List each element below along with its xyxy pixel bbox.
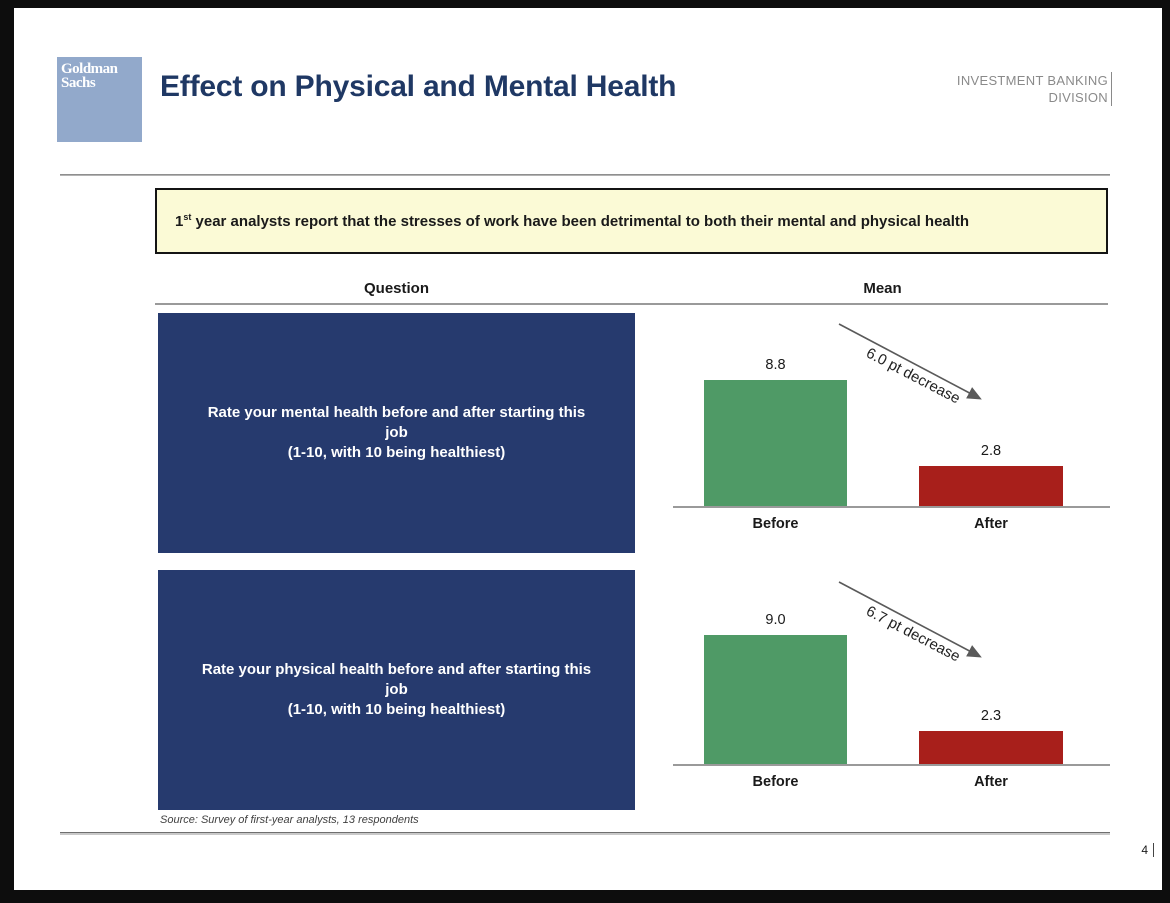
division-line-2: DIVISION bbox=[1049, 89, 1112, 106]
bar-after bbox=[919, 731, 1063, 764]
goldman-sachs-logo: Goldman Sachs bbox=[57, 57, 142, 142]
bar-group-before: 9.0 Before bbox=[704, 568, 847, 790]
bar-value-label: 2.3 bbox=[980, 708, 1002, 724]
bar-before bbox=[704, 635, 847, 764]
question-box-physical-health: Rate your physical health before and aft… bbox=[158, 570, 635, 810]
page-title: Effect on Physical and Mental Health bbox=[160, 70, 677, 103]
division-line-1: INVESTMENT BANKING bbox=[957, 72, 1112, 89]
chart-axis-baseline bbox=[673, 764, 1110, 766]
logo-line-1: Goldman bbox=[61, 61, 118, 77]
bar-category-label: Before bbox=[752, 774, 799, 790]
decrease-arrow: 6.7 pt decrease bbox=[838, 581, 982, 666]
question-scale-note: (1-10, with 10 being healthiest) bbox=[287, 444, 506, 461]
bar-group-after: 2.8 After bbox=[919, 310, 1063, 532]
footer-divider bbox=[60, 832, 1110, 835]
page-number: 4 bbox=[1141, 843, 1154, 857]
question-box-mental-health: Rate your mental health before and after… bbox=[158, 313, 635, 553]
bar-before bbox=[704, 380, 847, 506]
bar-category-label: After bbox=[974, 774, 1008, 790]
key-takeaway-banner: 1st year analysts report that the stress… bbox=[155, 188, 1108, 254]
bar-value-label: 9.0 bbox=[765, 612, 786, 628]
bar-value-label: 2.8 bbox=[980, 443, 1002, 459]
header-divider bbox=[60, 174, 1110, 176]
decrease-arrow: 6.0 pt decrease bbox=[838, 323, 982, 408]
logo-line-2: Sachs bbox=[61, 75, 96, 91]
source-note: Source: Survey of first-year analysts, 1… bbox=[160, 814, 419, 826]
question-text: Rate your mental health before and after… bbox=[207, 404, 586, 441]
bar-group-before: 8.8 Before bbox=[704, 310, 847, 532]
bar-category-label: Before bbox=[752, 516, 799, 532]
bar-chart-mental-health: 8.8 Before 2.8 After 6.0 pt decrease bbox=[655, 310, 1110, 553]
presentation-slide: Goldman Sachs Effect on Physical and Men… bbox=[14, 8, 1162, 890]
column-header-divider bbox=[155, 303, 1108, 305]
bar-group-after: 2.3 After bbox=[919, 568, 1063, 790]
bar-chart-physical-health: 9.0 Before 2.3 After 6.7 pt decrease bbox=[655, 568, 1110, 811]
decrease-annotation: 6.7 pt decrease bbox=[863, 603, 963, 666]
bar-value-label: 8.8 bbox=[765, 357, 786, 373]
question-text: Rate your physical health before and aft… bbox=[201, 661, 592, 698]
decrease-annotation: 6.0 pt decrease bbox=[863, 345, 963, 408]
column-header-mean: Mean bbox=[863, 280, 902, 297]
chart-axis-baseline bbox=[673, 506, 1110, 508]
column-header-question: Question bbox=[363, 280, 429, 297]
bar-after bbox=[919, 466, 1063, 506]
question-scale-note: (1-10, with 10 being healthiest) bbox=[287, 701, 506, 718]
banner-text: 1st year analysts report that the stress… bbox=[175, 212, 970, 230]
bar-category-label: After bbox=[974, 516, 1008, 532]
division-label: INVESTMENT BANKING DIVISION bbox=[957, 72, 1112, 106]
